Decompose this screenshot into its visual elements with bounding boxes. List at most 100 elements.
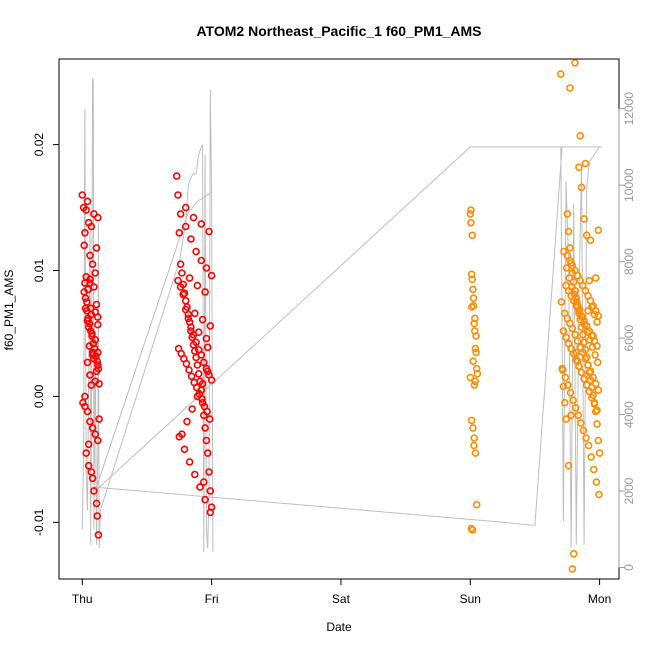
data-point-red: [86, 275, 94, 284]
y2-tick-label: 8000: [622, 248, 636, 275]
data-point-red: [188, 405, 196, 413]
data-point-orange: [586, 367, 595, 376]
data-point-red: [83, 298, 91, 306]
data-point-orange: [565, 274, 574, 282]
data-point-orange: [571, 403, 580, 412]
data-point-orange: [568, 565, 577, 573]
data-point-orange: [584, 306, 592, 315]
data-point-orange: [468, 231, 477, 240]
data-point-orange: [468, 275, 477, 284]
x-axis-label: Date: [326, 620, 352, 634]
data-point-red: [81, 294, 90, 303]
data-point-orange: [567, 411, 575, 420]
y-tick-label: 0.00: [32, 384, 46, 408]
data-point-orange: [579, 426, 588, 435]
data-point-orange: [577, 183, 586, 192]
data-point-orange: [582, 353, 591, 362]
data-point-red: [202, 264, 211, 272]
data-point-orange: [569, 396, 577, 405]
data-point-red: [201, 495, 209, 504]
data-point-red: [193, 392, 202, 401]
data-point-orange: [471, 344, 480, 353]
data-point-red: [198, 398, 207, 407]
data-point-red: [174, 191, 182, 199]
data-point-red: [197, 220, 206, 228]
data-point-orange: [557, 298, 566, 306]
data-point-red: [79, 398, 87, 407]
data-point-red: [198, 379, 207, 388]
data-point-orange: [470, 381, 479, 389]
data-point-red: [191, 309, 199, 318]
data-point-orange: [469, 424, 477, 432]
x-tick-label: Sat: [332, 592, 351, 606]
x-tick-label: Fri: [205, 592, 219, 606]
data-point-red: [91, 430, 99, 439]
data-point-red: [205, 415, 214, 423]
data-point-orange: [468, 526, 477, 534]
data-point-orange: [591, 351, 599, 359]
data-point-orange: [566, 244, 574, 252]
data-point-red: [87, 222, 96, 231]
data-point-orange: [470, 319, 479, 328]
data-point-red: [78, 191, 87, 199]
data-point-red: [81, 229, 89, 237]
data-point-orange: [589, 465, 598, 474]
data-point-orange: [593, 406, 601, 415]
data-point-red: [181, 203, 190, 212]
data-point-red: [94, 313, 102, 321]
data-point-red: [95, 415, 103, 423]
data-point-red: [205, 227, 213, 236]
data-point-orange: [588, 343, 597, 352]
data-point-red: [185, 366, 193, 374]
data-point-red: [92, 244, 101, 252]
data-point-orange: [586, 236, 595, 245]
data-point-orange: [560, 398, 569, 407]
data-point-red: [85, 319, 94, 328]
data-point-red: [80, 241, 88, 250]
data-point-red: [203, 449, 212, 457]
data-point-red: [87, 381, 96, 389]
data-point-red: [201, 288, 209, 296]
data-point-red: [86, 279, 94, 287]
data-point-red: [176, 260, 185, 269]
series-line-grey: [81, 78, 603, 553]
data-point-orange: [590, 400, 599, 408]
data-point-red: [91, 269, 99, 277]
data-point-red: [86, 371, 94, 379]
data-point-red: [94, 531, 103, 539]
data-point-orange: [580, 374, 588, 383]
data-point-red: [90, 283, 98, 291]
data-point-red: [202, 436, 211, 445]
data-point-orange: [593, 342, 601, 350]
data-point-red: [175, 229, 184, 237]
data-point-red: [203, 343, 212, 352]
data-point-red: [84, 323, 93, 332]
data-point-red: [180, 289, 189, 298]
data-point-red: [185, 274, 194, 282]
data-point-red: [84, 440, 93, 449]
data-point-orange: [566, 388, 575, 397]
data-point-orange: [585, 368, 594, 377]
data-point-orange: [562, 415, 570, 423]
data-point-red: [194, 328, 203, 337]
data-point-red: [207, 271, 216, 280]
data-point-orange: [563, 210, 572, 218]
data-point-orange: [559, 327, 568, 335]
data-point-red: [205, 468, 213, 476]
data-point-red: [192, 247, 200, 256]
data-point-orange: [564, 381, 572, 389]
data-point-orange: [568, 324, 577, 333]
data-point-red: [202, 334, 211, 343]
data-point-red: [206, 508, 215, 517]
data-point-orange: [595, 449, 604, 457]
data-point-orange: [591, 379, 600, 388]
data-point-red: [181, 222, 190, 231]
data-point-orange: [594, 386, 603, 394]
data-point-orange: [556, 70, 565, 78]
data-point-orange: [469, 285, 477, 294]
data-point-red: [90, 487, 98, 495]
data-point-red: [172, 172, 181, 180]
y-axis-label: f60_PM1_AMS: [2, 270, 16, 351]
data-point-orange: [593, 318, 601, 326]
data-point-orange: [582, 381, 591, 389]
